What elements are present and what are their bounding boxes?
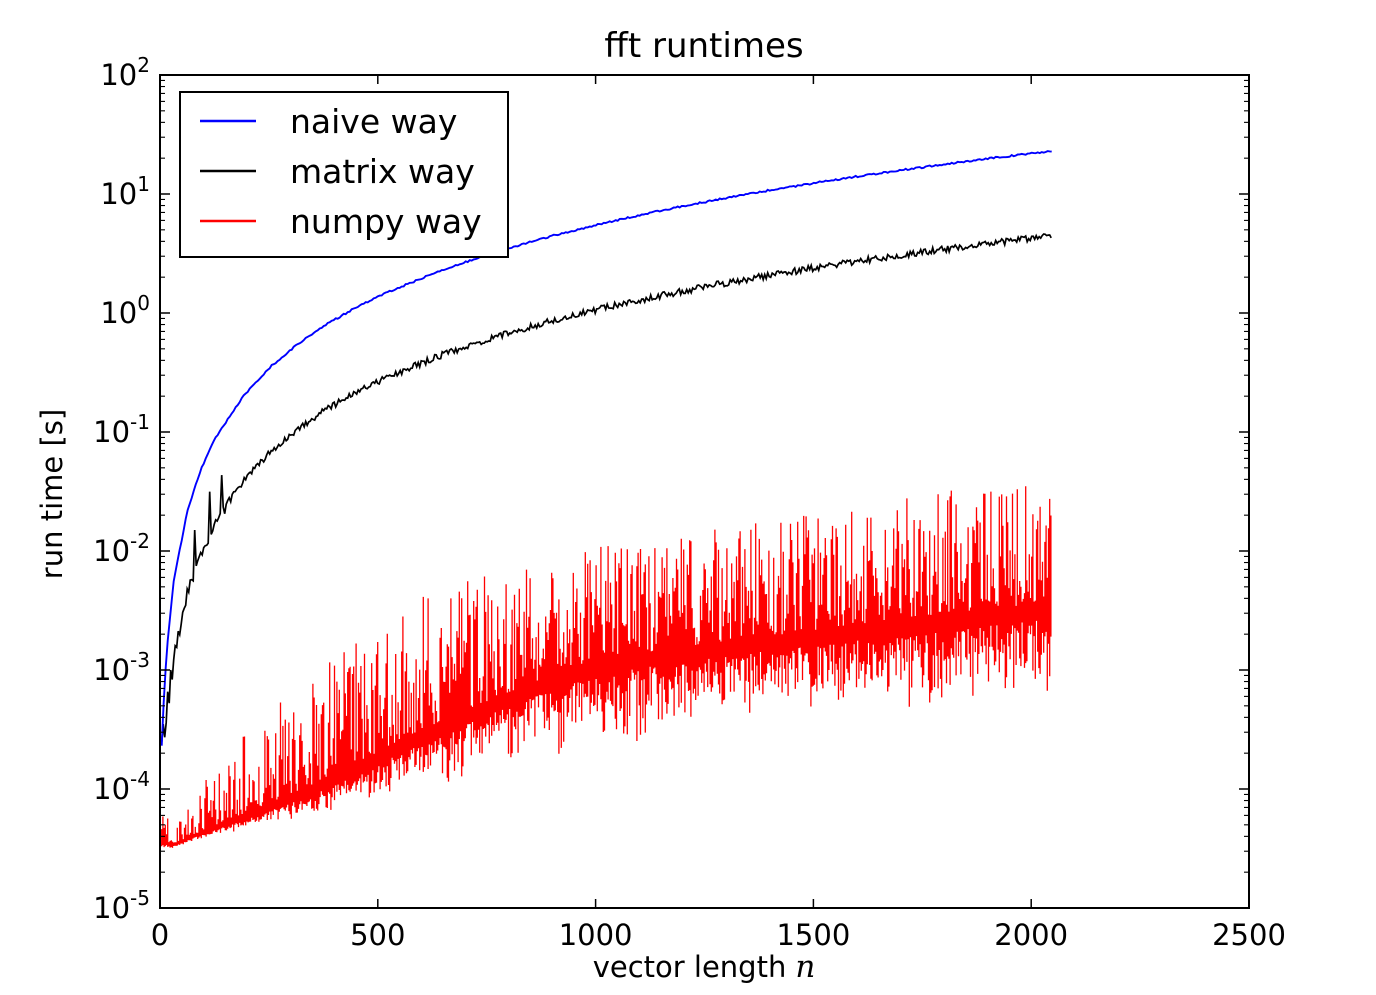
y-axis-label: run time [s] [35, 409, 69, 579]
matrix-way-line [160, 233, 1052, 742]
legend-box [179, 91, 509, 258]
y-tick-label: 10-2 [93, 529, 150, 568]
y-tick-label: 10-5 [93, 886, 150, 925]
x-tick-label: 500 [350, 918, 405, 952]
y-tick-label: 10-1 [93, 410, 150, 449]
x-tick-label: 1000 [559, 918, 633, 952]
legend: naive way matrix way numpy way [179, 91, 509, 258]
y-tick-label: 100 [100, 291, 150, 330]
numpy-way-line [161, 486, 1052, 848]
chart-title: fft runtimes [604, 26, 803, 66]
legend-label-matrix: matrix way [290, 152, 475, 191]
x-tick-label: 1500 [776, 918, 850, 952]
x-tick-label: 2000 [994, 918, 1068, 952]
naive-way-line [160, 150, 1052, 746]
series-layer [160, 150, 1052, 848]
axes-frame [159, 74, 1250, 909]
y-tick-label: 102 [100, 53, 150, 92]
y-tick-label: 10-3 [93, 648, 150, 687]
legend-label-numpy: numpy way [290, 202, 482, 241]
tick-label-layer: 0 500 1000 1500 2000 2500 102 101 100 10-1 10-2 10-… [93, 53, 1286, 952]
x-tick-label: 0 [151, 918, 169, 952]
x-tick-label: 2500 [1212, 918, 1286, 952]
legend-label-naive: naive way [290, 102, 457, 141]
y-tick-label: 10-4 [93, 767, 150, 806]
x-axis-label: vector length n [593, 949, 816, 985]
y-tick-label: 101 [100, 172, 150, 211]
